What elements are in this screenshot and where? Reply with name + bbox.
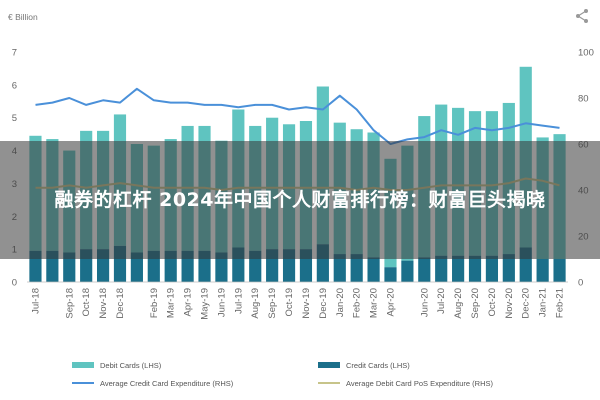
x-tick-label: Apr-20 bbox=[385, 288, 396, 317]
legend-item-credit-cards: Credit Cards (LHS) bbox=[318, 361, 410, 370]
x-tick-label: Jun-20 bbox=[419, 288, 430, 317]
share-icon[interactable] bbox=[574, 8, 590, 24]
right-tick-label: 80 bbox=[578, 94, 589, 105]
left-tick-label: 5 bbox=[12, 113, 17, 124]
x-tick-label: Oct-19 bbox=[284, 288, 295, 317]
credit-bar bbox=[350, 254, 363, 282]
x-tick-label: Sep-19 bbox=[267, 288, 278, 319]
legend-label-debit-avg: Average Debit Card PoS Expenditure (RHS) bbox=[346, 379, 494, 388]
credit-bar bbox=[485, 255, 499, 282]
x-tick-label: Jul-20 bbox=[436, 288, 447, 314]
credit-bar bbox=[553, 259, 566, 282]
credit-bar bbox=[215, 252, 228, 282]
legend-item-debit-cards: Debit Cards (LHS) bbox=[72, 361, 162, 370]
left-tick-label: 6 bbox=[12, 80, 17, 91]
x-tick-label: Dec-19 bbox=[318, 288, 329, 319]
x-tick-label: Jul-19 bbox=[233, 288, 244, 314]
legend-label-credit-avg: Average Credit Card Expenditure (RHS) bbox=[100, 379, 234, 388]
unit-label: € Billion bbox=[8, 12, 38, 22]
legend-label-debit-cards: Debit Cards (LHS) bbox=[100, 361, 162, 370]
x-tick-label: Oct-20 bbox=[487, 288, 498, 317]
credit-bar bbox=[502, 254, 515, 282]
x-tick-label: Mar-19 bbox=[166, 288, 177, 318]
credit-avg-line bbox=[35, 87, 560, 145]
right-tick-label: 0 bbox=[578, 278, 583, 289]
credit-bar bbox=[536, 259, 549, 282]
x-tick-label: Mar-20 bbox=[369, 288, 380, 318]
left-tick-label: 7 bbox=[12, 48, 17, 59]
legend-swatch-credit-cards bbox=[318, 362, 340, 368]
x-tick-label: Sep-20 bbox=[470, 288, 481, 319]
x-tick-label: May-19 bbox=[200, 288, 211, 320]
credit-bar bbox=[367, 257, 380, 282]
x-tick-label: Jul-18 bbox=[30, 288, 41, 314]
credit-bar bbox=[384, 267, 397, 282]
legend-item-debit-avg: Average Debit Card PoS Expenditure (RHS) bbox=[318, 379, 494, 388]
x-tick-label: Aug-19 bbox=[250, 288, 261, 319]
credit-bar bbox=[435, 255, 448, 282]
credit-bar bbox=[418, 257, 431, 282]
x-tick-label: Aug-20 bbox=[453, 288, 464, 319]
legend-swatch-debit-cards bbox=[72, 362, 94, 368]
headline-banner: 融券的杠杆 2024年中国个人财富排行榜：财富巨头揭晓 bbox=[0, 141, 600, 259]
credit-bar bbox=[468, 255, 482, 282]
legend: Debit Cards (LHS) Credit Cards (LHS) Ave… bbox=[72, 361, 494, 388]
legend-label-credit-cards: Credit Cards (LHS) bbox=[346, 361, 410, 370]
credit-bar bbox=[333, 254, 346, 282]
x-tick-label: Nov-19 bbox=[301, 288, 312, 319]
x-tick-label: Apr-19 bbox=[183, 288, 194, 317]
x-tick-label: Jun-19 bbox=[216, 288, 227, 317]
credit-bar bbox=[130, 252, 143, 282]
x-tick-label: Nov-18 bbox=[98, 288, 109, 319]
x-tick-label: Feb-20 bbox=[352, 288, 363, 318]
credit-bar bbox=[401, 260, 414, 282]
x-tick-label: Dec-20 bbox=[521, 288, 532, 319]
credit-bar bbox=[452, 255, 465, 282]
x-tick-label: Sep-18 bbox=[64, 288, 75, 319]
legend-item-credit-avg: Average Credit Card Expenditure (RHS) bbox=[72, 379, 234, 388]
x-tick-label: Dec-18 bbox=[115, 288, 126, 319]
right-tick-label: 100 bbox=[578, 48, 594, 59]
x-tick-label: Feb-19 bbox=[149, 288, 160, 318]
headline-text: 融券的杠杆 2024年中国个人财富排行榜：财富巨头揭晓 bbox=[54, 189, 546, 211]
x-axis-ticks: Jul-18 Sep-18 Oct-18 Nov-18 Dec-18 Feb-19 Mar-… bbox=[30, 288, 565, 320]
x-tick-label: Feb-21 bbox=[555, 288, 566, 318]
x-tick-label: Oct-18 bbox=[81, 288, 92, 317]
x-tick-label: Jan-20 bbox=[335, 288, 346, 317]
x-tick-label: Jan-21 bbox=[538, 288, 549, 317]
left-tick-label: 0 bbox=[12, 278, 17, 289]
credit-bar bbox=[63, 252, 76, 282]
x-tick-label: Nov-20 bbox=[504, 288, 515, 319]
